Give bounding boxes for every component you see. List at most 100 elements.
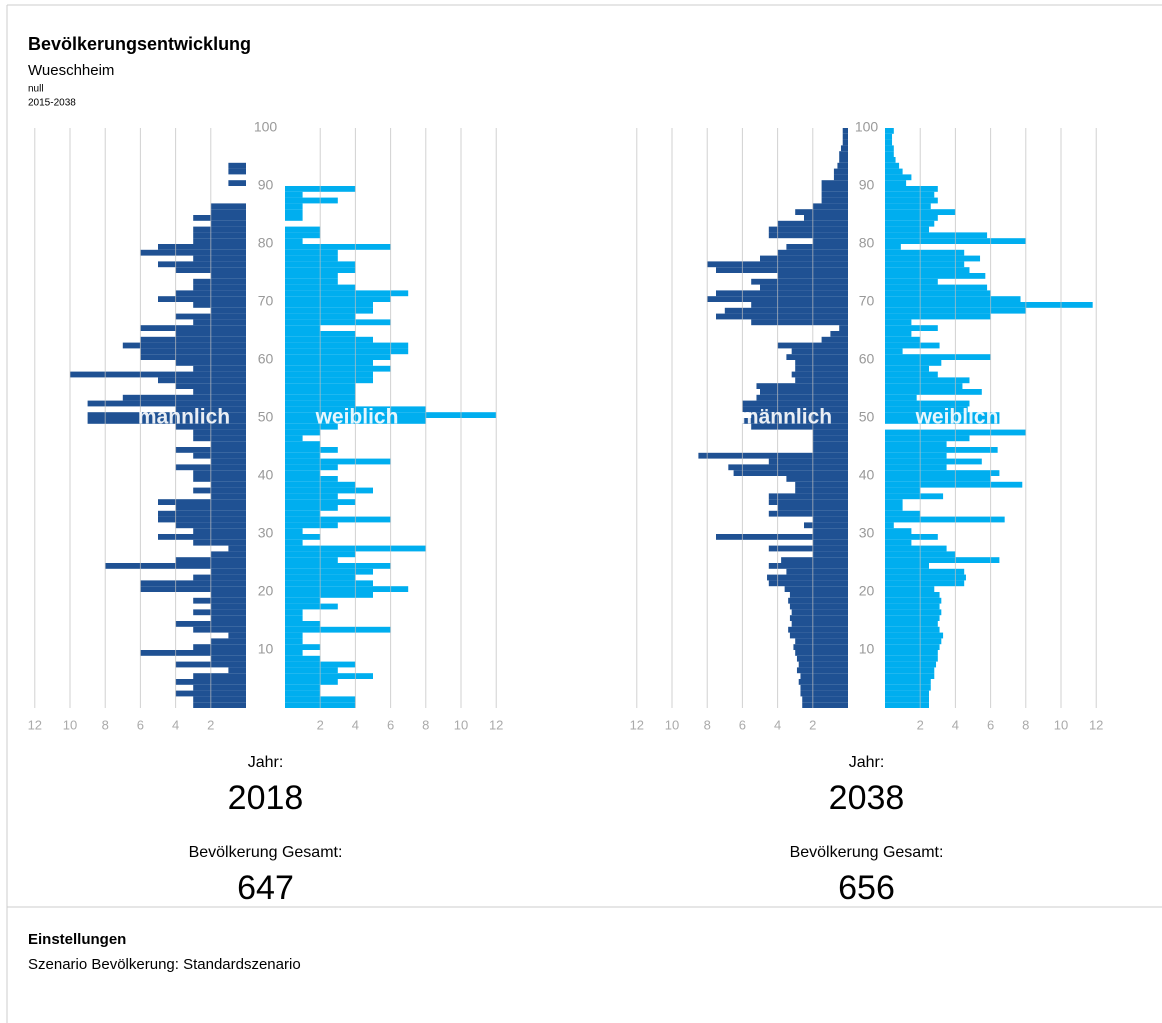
bar xyxy=(795,481,848,488)
bar xyxy=(716,534,848,540)
bar xyxy=(885,667,935,674)
x-tick-label: 2 xyxy=(917,717,924,732)
bar xyxy=(804,522,848,529)
range: 2015-2038 xyxy=(28,98,76,109)
bar xyxy=(885,273,986,279)
x-tick-label: 12 xyxy=(1089,717,1103,732)
bar xyxy=(158,534,246,540)
bar xyxy=(285,249,338,256)
bar xyxy=(786,354,848,360)
bar xyxy=(885,284,988,291)
bar xyxy=(885,302,1093,308)
bar xyxy=(751,302,848,308)
bar xyxy=(791,348,848,355)
bar xyxy=(733,470,848,476)
bar xyxy=(210,458,246,465)
bar xyxy=(193,215,246,221)
bar xyxy=(885,244,901,250)
bar xyxy=(140,249,246,256)
bar xyxy=(885,499,903,505)
bar xyxy=(842,139,848,146)
year-label: Jahr: xyxy=(849,754,885,771)
y-tick-label: 60 xyxy=(859,351,875,367)
bar xyxy=(885,522,894,529)
y-tick-label: 50 xyxy=(859,409,875,425)
y-tick-label: 70 xyxy=(258,293,274,309)
bar xyxy=(885,516,1005,523)
bar xyxy=(885,354,991,360)
bar xyxy=(802,702,848,708)
bar xyxy=(210,568,246,575)
bar xyxy=(285,690,321,697)
bar xyxy=(228,180,246,186)
bar xyxy=(228,667,246,674)
x-tick-label: 2 xyxy=(809,717,816,732)
bar xyxy=(885,157,896,163)
bar xyxy=(885,568,965,575)
bar xyxy=(885,679,931,685)
bar xyxy=(210,493,246,500)
bar xyxy=(285,476,338,482)
legend-male: männlich xyxy=(740,406,832,429)
bar xyxy=(812,441,848,447)
total: 656 xyxy=(838,869,895,907)
bar xyxy=(795,650,848,656)
bar xyxy=(285,516,391,523)
bar xyxy=(885,452,947,459)
bar xyxy=(800,673,848,679)
bar xyxy=(821,186,848,192)
bar xyxy=(193,673,246,679)
bar xyxy=(821,180,848,186)
bar xyxy=(158,516,246,523)
x-tick-label: 6 xyxy=(739,717,746,732)
bar xyxy=(885,232,988,239)
y-tick-label: 10 xyxy=(859,641,875,657)
bar xyxy=(285,325,321,331)
bar xyxy=(751,278,848,285)
bar xyxy=(768,226,848,233)
bar xyxy=(885,510,921,517)
bar xyxy=(839,325,848,331)
x-tick-label: 8 xyxy=(422,717,429,732)
bar xyxy=(193,702,246,708)
bar xyxy=(285,215,303,221)
bar xyxy=(885,655,938,662)
bar xyxy=(285,336,373,343)
bar xyxy=(716,290,848,297)
bar xyxy=(193,597,246,604)
bar xyxy=(193,539,246,546)
bar xyxy=(210,603,246,610)
bar xyxy=(158,244,246,250)
bar xyxy=(885,319,912,326)
bar xyxy=(885,487,921,494)
bar xyxy=(285,522,338,529)
bar xyxy=(885,278,938,285)
bar xyxy=(285,563,391,569)
bar xyxy=(285,296,391,302)
bar xyxy=(228,168,246,175)
bar xyxy=(285,679,338,685)
bar xyxy=(798,679,848,685)
bar xyxy=(791,621,848,627)
year: 2018 xyxy=(228,779,304,817)
bar xyxy=(885,418,1000,424)
bar xyxy=(210,615,246,621)
x-tick-label: 8 xyxy=(102,717,109,732)
bar xyxy=(70,371,246,378)
bar xyxy=(285,539,303,546)
total-label: Bevölkerung Gesamt: xyxy=(790,844,944,861)
bar xyxy=(210,307,246,314)
x-tick-label: 6 xyxy=(387,717,394,732)
bar xyxy=(885,325,938,331)
x-tick-label: 4 xyxy=(352,717,359,732)
bar xyxy=(285,423,338,430)
settings-title: Einstellungen xyxy=(28,931,126,948)
bar xyxy=(285,319,391,326)
bar xyxy=(885,133,893,140)
bar xyxy=(795,360,848,366)
bar xyxy=(285,348,409,355)
y-tick-label: 90 xyxy=(258,177,274,193)
bar xyxy=(140,336,246,343)
bar xyxy=(795,487,848,494)
